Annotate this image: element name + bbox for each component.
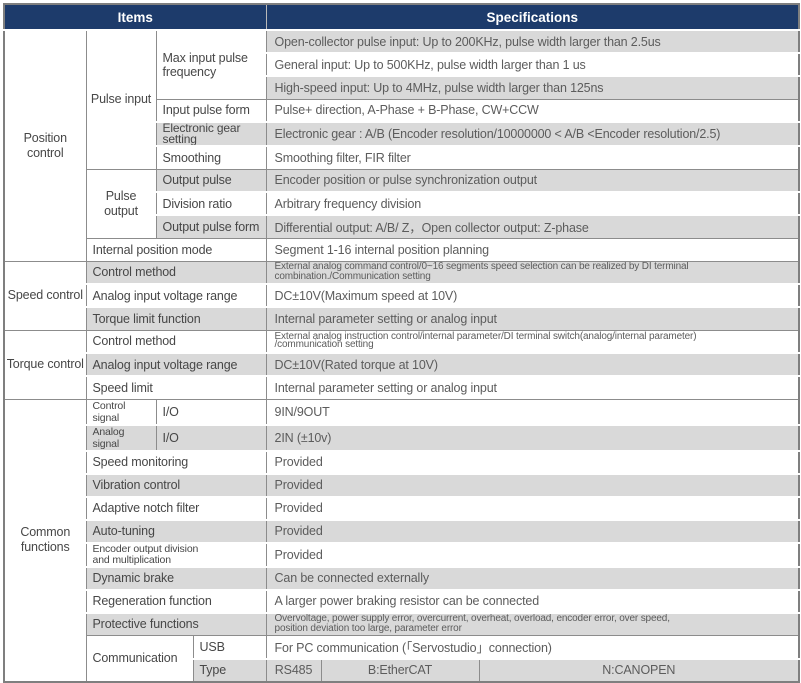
- item-input-pulse-form: Input pulse form: [155, 98, 267, 122]
- item-speed-limit: Speed limit: [85, 375, 267, 399]
- item-speed-monitoring: Speed monitoring: [85, 449, 267, 474]
- spec-speed-control-method: External analog command control/0~16 seg…: [265, 260, 800, 284]
- item-speed-analog-input-range: Analog input voltage range: [85, 283, 267, 307]
- item-internal-position-mode: Internal position mode: [85, 237, 267, 261]
- spec-output-pulse-form: Differential output: A/B/ Z，Open collect…: [265, 214, 800, 238]
- spec-protective-functions: Overvoltage, power supply error, overcur…: [265, 611, 800, 636]
- group-common-functions: Common functions: [3, 398, 86, 682]
- item-communication: Communication: [85, 635, 193, 682]
- item-regeneration-function: Regeneration function: [85, 588, 267, 613]
- spec-communication-usb: For PC communication (「Servostudio」conne…: [265, 635, 800, 659]
- table-row: Analog signal I/O 2IN (±10v): [4, 423, 800, 451]
- item-output-pulse: Output pulse: [155, 168, 267, 192]
- group-speed-control: Speed control: [3, 260, 86, 330]
- table-row: Analog input voltage range DC±10V(Maximu…: [4, 283, 800, 307]
- table-row: Analog input voltage range DC±10V(Rated …: [4, 352, 800, 376]
- spec-internal-position-mode: Segment 1-16 internal position planning: [265, 237, 800, 261]
- table-row: High-speed input: Up to 4MHz, pulse widt…: [4, 75, 800, 99]
- comm-type-rs485: RS485: [265, 657, 322, 682]
- header-row: Items Specifications: [4, 4, 800, 30]
- specifications-header: Specifications: [265, 4, 800, 30]
- comm-type-ethercat: B:EtherCAT: [320, 657, 480, 682]
- table-row: General input: Up to 500KHz, pulse width…: [4, 52, 800, 76]
- spec-vibration-control: Provided: [265, 472, 800, 497]
- spec-division-ratio: Arbitrary frequency division: [265, 191, 800, 215]
- spec-smoothing: Smoothing filter, FIR filter: [265, 145, 800, 169]
- spec-high-speed-input: High-speed input: Up to 4MHz, pulse widt…: [265, 75, 800, 99]
- spec-speed-analog-input-range: DC±10V(Maximum speed at 10V): [265, 283, 800, 307]
- spec-open-collector-input: Open-collector pulse input: Up to 200KHz…: [265, 29, 800, 53]
- spec-adaptive-notch-filter: Provided: [265, 495, 800, 520]
- specifications-table: Items Specifications Position control Pu…: [3, 3, 801, 683]
- item-dynamic-brake: Dynamic brake: [85, 565, 267, 590]
- table-row: Vibration control Provided: [4, 472, 800, 497]
- item-auto-tuning: Auto-tuning: [85, 518, 267, 543]
- item-communication-type: Type: [192, 657, 267, 682]
- table-row: Position control Pulse input Max input p…: [3, 29, 800, 261]
- item-torque-limit-function: Torque limit function: [85, 306, 267, 330]
- table-row: Pulse output Output pulse Encoder positi…: [4, 168, 800, 238]
- table-row: Adaptive notch filter Provided: [4, 495, 800, 520]
- item-adaptive-notch-filter: Adaptive notch filter: [85, 495, 267, 520]
- item-speed-control-method: Control method: [85, 260, 267, 284]
- spec-output-pulse: Encoder position or pulse synchronizatio…: [265, 168, 800, 192]
- table-row: Speed monitoring Provided: [4, 449, 800, 474]
- spec-input-pulse-form: Pulse+ direction, A-Phase + B-Phase, CW+…: [265, 98, 800, 122]
- spec-auto-tuning: Provided: [265, 518, 800, 543]
- table-row: Auto-tuning Provided: [4, 518, 800, 543]
- item-torque-analog-input-range: Analog input voltage range: [85, 352, 267, 376]
- table-row: Common functions Control signal I/O 9IN/…: [3, 398, 800, 682]
- table-row: Speed control Control method External an…: [3, 260, 800, 330]
- items-header: Items: [4, 4, 267, 30]
- item-max-input-pulse-frequency: Max input pulse frequency: [155, 29, 267, 99]
- spec-torque-analog-input-range: DC±10V(Rated torque at 10V): [265, 352, 800, 376]
- table-row: Electronic gear setting Electronic gear …: [4, 121, 800, 146]
- item-smoothing: Smoothing: [155, 145, 267, 169]
- spec-encoder-output-division: Provided: [265, 541, 800, 567]
- item-division-ratio: Division ratio: [155, 191, 267, 215]
- group-pulse-output: Pulse output: [85, 168, 156, 238]
- table-row: Torque limit function Internal parameter…: [4, 306, 800, 330]
- spec-regeneration-function: A larger power braking resistor can be c…: [265, 588, 800, 613]
- spec-speed-limit: Internal parameter setting or analog inp…: [265, 375, 800, 399]
- spec-dynamic-brake: Can be connected externally: [265, 565, 800, 590]
- table-row: Input pulse form Pulse+ direction, A-Pha…: [4, 98, 800, 122]
- spec-speed-monitoring: Provided: [265, 449, 800, 474]
- table-row: Internal position mode Segment 1-16 inte…: [4, 237, 800, 261]
- item-analog-signal-io: I/O: [155, 423, 267, 451]
- item-output-pulse-form: Output pulse form: [155, 214, 267, 238]
- item-analog-signal: Analog signal: [85, 423, 156, 451]
- item-vibration-control: Vibration control: [85, 472, 267, 497]
- item-protective-functions: Protective functions: [85, 611, 267, 636]
- item-communication-usb: USB: [192, 635, 267, 659]
- table-row: Smoothing Smoothing filter, FIR filter: [4, 145, 800, 169]
- spec-electronic-gear: Electronic gear : A/B (Encoder resolutio…: [265, 121, 800, 146]
- table-row: Division ratio Arbitrary frequency divis…: [4, 191, 800, 215]
- table-row: Speed limit Internal parameter setting o…: [4, 375, 800, 399]
- group-torque-control: Torque control: [3, 329, 86, 399]
- spec-torque-limit-function: Internal parameter setting or analog inp…: [265, 306, 800, 330]
- table-row: Communication USB For PC communication (…: [4, 635, 800, 682]
- table-row: Dynamic brake Can be connected externall…: [4, 565, 800, 590]
- spec-torque-control-method: External analog instruction control/inte…: [265, 329, 800, 353]
- item-control-signal-io: I/O: [155, 398, 267, 425]
- table-row: Regeneration function A larger power bra…: [4, 588, 800, 613]
- comm-type-canopen: N:CANOPEN: [478, 657, 800, 682]
- table-row: Protective functions Overvoltage, power …: [4, 611, 800, 636]
- table-row: Torque control Control method External a…: [3, 329, 800, 399]
- spec-general-input: General input: Up to 500KHz, pulse width…: [265, 52, 800, 76]
- item-electronic-gear-setting: Electronic gear setting: [155, 121, 267, 146]
- spec-analog-signal-io: 2IN (±10v): [265, 423, 800, 451]
- item-control-signal: Control signal: [85, 398, 156, 425]
- spec-control-signal-io: 9IN/9OUT: [265, 398, 800, 425]
- item-encoder-output-division: Encoder output division and multiplicati…: [85, 541, 267, 567]
- item-torque-control-method: Control method: [85, 329, 267, 353]
- table-row: Encoder output division and multiplicati…: [4, 541, 800, 567]
- group-position-control: Position control: [3, 29, 86, 261]
- group-pulse-input: Pulse input: [85, 29, 156, 169]
- table-row: Output pulse form Differential output: A…: [4, 214, 800, 238]
